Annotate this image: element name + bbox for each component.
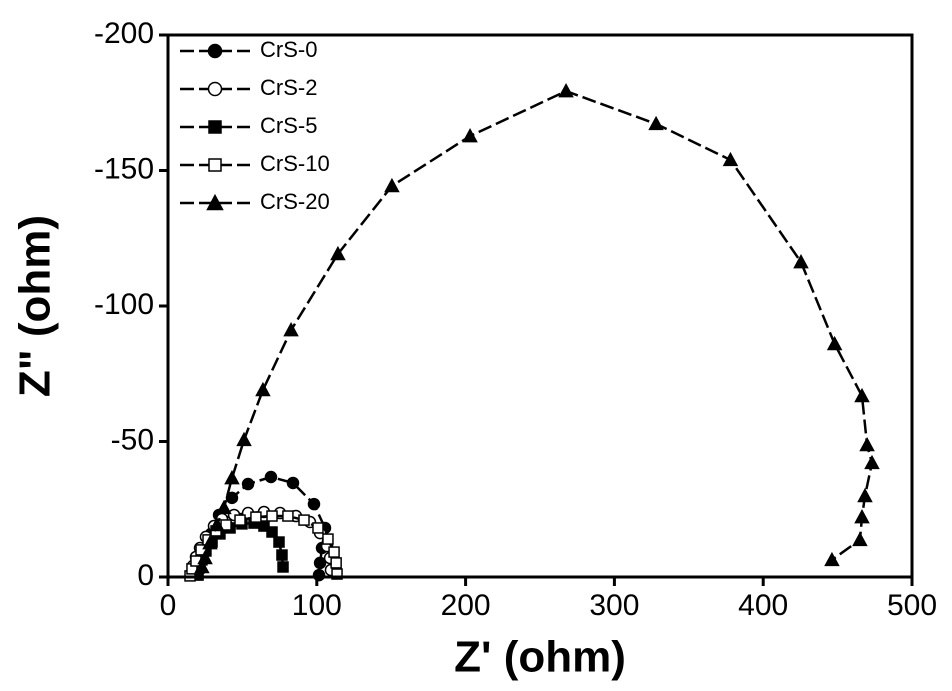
x-tick-label: 400 bbox=[738, 589, 788, 622]
plot-frame bbox=[166, 33, 914, 579]
x-tick-label: 500 bbox=[887, 589, 937, 622]
data-point bbox=[648, 115, 664, 131]
data-point bbox=[312, 522, 324, 534]
data-point bbox=[307, 497, 321, 511]
data-point bbox=[282, 510, 294, 522]
data-point bbox=[264, 470, 278, 484]
data-point bbox=[462, 128, 478, 143]
y-tick-label: -100 bbox=[94, 288, 154, 321]
x-axis-title: Z' (ohm) bbox=[454, 633, 626, 682]
data-point bbox=[859, 436, 875, 452]
data-point bbox=[197, 549, 213, 565]
legend-label: CrS-5 bbox=[260, 113, 317, 138]
data-point bbox=[277, 561, 289, 573]
data-point bbox=[250, 511, 262, 523]
data-point bbox=[209, 516, 225, 532]
legend-label: CrS-0 bbox=[260, 37, 317, 62]
legend-label: CrS-20 bbox=[260, 189, 330, 214]
y-tick-label: -150 bbox=[94, 152, 154, 185]
data-point bbox=[312, 568, 326, 582]
data-point bbox=[854, 509, 870, 524]
data-point bbox=[258, 520, 270, 532]
x-tick-label: 100 bbox=[292, 589, 342, 622]
data-point bbox=[266, 526, 278, 538]
data-point bbox=[283, 322, 299, 337]
legend-marker bbox=[207, 43, 223, 59]
data-point bbox=[216, 499, 232, 515]
data-point bbox=[857, 487, 873, 503]
data-point bbox=[194, 558, 210, 574]
data-point bbox=[328, 546, 340, 558]
x-tick-label: 200 bbox=[441, 589, 491, 622]
y-tick-label: 0 bbox=[137, 559, 154, 592]
data-point bbox=[236, 431, 252, 447]
x-tick-label: 300 bbox=[589, 589, 639, 622]
x-tick-label: 0 bbox=[160, 589, 177, 622]
data-point bbox=[722, 151, 739, 167]
legend-marker bbox=[207, 81, 223, 97]
data-point bbox=[852, 531, 868, 547]
data-point bbox=[195, 544, 207, 556]
data-point bbox=[864, 454, 880, 470]
legend-marker bbox=[208, 158, 222, 172]
data-point bbox=[202, 535, 218, 550]
legend-label: CrS-10 bbox=[260, 151, 330, 176]
data-point bbox=[298, 514, 310, 526]
data-point bbox=[322, 533, 334, 545]
data-point bbox=[824, 551, 840, 567]
legend-marker bbox=[208, 120, 222, 134]
data-point bbox=[330, 245, 346, 261]
data-point bbox=[330, 557, 342, 569]
y-axis-title: Z" (ohm) bbox=[11, 215, 60, 397]
legend-marker bbox=[206, 193, 224, 211]
data-point bbox=[241, 477, 255, 491]
data-point bbox=[558, 83, 574, 98]
data-point bbox=[224, 470, 240, 485]
data-point bbox=[225, 491, 239, 505]
data-point bbox=[854, 387, 870, 403]
data-point bbox=[331, 568, 343, 580]
data-point bbox=[234, 514, 246, 526]
data-point bbox=[266, 510, 278, 522]
y-tick-label: -50 bbox=[111, 423, 154, 456]
data-point bbox=[384, 177, 400, 193]
data-point bbox=[273, 536, 285, 548]
data-point bbox=[276, 549, 288, 561]
data-point bbox=[793, 254, 809, 269]
data-point bbox=[286, 476, 300, 490]
data-point bbox=[255, 381, 271, 397]
legend-label: CrS-2 bbox=[260, 75, 317, 100]
data-point bbox=[313, 556, 327, 570]
y-tick-label: -200 bbox=[94, 17, 154, 50]
data-point bbox=[826, 335, 843, 351]
